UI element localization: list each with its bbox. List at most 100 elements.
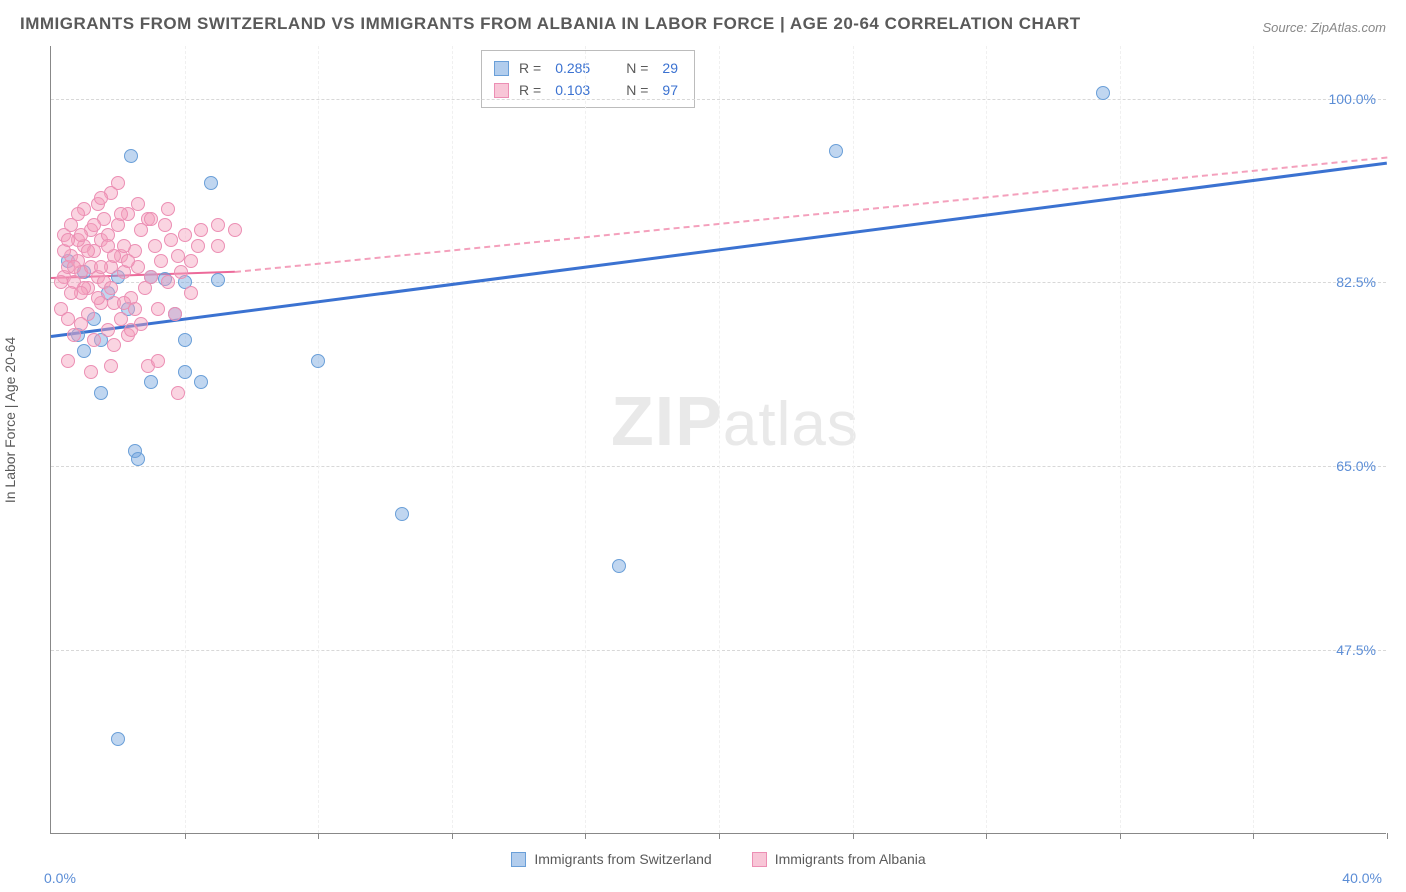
- scatter-point: [311, 354, 325, 368]
- scatter-point: [121, 254, 135, 268]
- scatter-point: [144, 212, 158, 226]
- legend-item-albania: Immigrants from Albania: [752, 851, 926, 867]
- scatter-point: [151, 302, 165, 316]
- scatter-point: [104, 281, 118, 295]
- scatter-point: [117, 296, 131, 310]
- scatter-point: [94, 386, 108, 400]
- swatch-blue-icon: [494, 61, 509, 76]
- x-tick: [853, 833, 854, 839]
- gridline-v: [853, 46, 854, 833]
- gridline-v: [719, 46, 720, 833]
- watermark-atlas: atlas: [723, 390, 859, 459]
- swatch-pink-icon: [494, 83, 509, 98]
- scatter-point: [87, 333, 101, 347]
- gridline-v: [452, 46, 453, 833]
- legend-label: Immigrants from Switzerland: [534, 851, 711, 867]
- y-tick-label: 100.0%: [1329, 91, 1376, 107]
- scatter-point: [74, 228, 88, 242]
- scatter-point: [61, 233, 75, 247]
- y-tick-label: 47.5%: [1336, 642, 1376, 658]
- scatter-point: [154, 254, 168, 268]
- scatter-point: [158, 218, 172, 232]
- gridline-v: [585, 46, 586, 833]
- scatter-point: [84, 365, 98, 379]
- trend-line: [235, 156, 1387, 273]
- n-value: 29: [662, 57, 678, 79]
- scatter-point: [81, 307, 95, 321]
- scatter-point: [829, 144, 843, 158]
- x-tick: [452, 833, 453, 839]
- scatter-point: [124, 149, 138, 163]
- scatter-point: [101, 239, 115, 253]
- x-tick: [719, 833, 720, 839]
- r-label: R =: [519, 57, 541, 79]
- scatter-point: [171, 249, 185, 263]
- scatter-point: [178, 333, 192, 347]
- scatter-point: [194, 375, 208, 389]
- scatter-point: [91, 291, 105, 305]
- plot-area: ZIPatlas R = 0.285 N = 29 R = 0.103 N = …: [50, 46, 1386, 834]
- scatter-point: [64, 286, 78, 300]
- gridline-v: [185, 46, 186, 833]
- scatter-point: [111, 732, 125, 746]
- gridline-v: [318, 46, 319, 833]
- scatter-point: [67, 260, 81, 274]
- x-tick: [1253, 833, 1254, 839]
- watermark-zip: ZIP: [611, 382, 723, 460]
- scatter-point: [171, 386, 185, 400]
- scatter-point: [164, 233, 178, 247]
- scatter-point: [104, 359, 118, 373]
- scatter-point: [228, 223, 242, 237]
- scatter-point: [71, 207, 85, 221]
- x-min-label: 0.0%: [44, 870, 76, 886]
- scatter-point: [184, 254, 198, 268]
- scatter-point: [54, 275, 68, 289]
- scatter-point: [1096, 86, 1110, 100]
- scatter-point: [211, 239, 225, 253]
- scatter-point: [612, 559, 626, 573]
- scatter-point: [101, 323, 115, 337]
- legend-label: Immigrants from Albania: [775, 851, 926, 867]
- scatter-point: [61, 354, 75, 368]
- swatch-blue-icon: [511, 852, 526, 867]
- scatter-point: [131, 452, 145, 466]
- scatter-point: [184, 286, 198, 300]
- scatter-point: [111, 176, 125, 190]
- y-tick-label: 65.0%: [1336, 458, 1376, 474]
- swatch-pink-icon: [752, 852, 767, 867]
- scatter-point: [124, 323, 138, 337]
- scatter-point: [148, 239, 162, 253]
- gridline-v: [1120, 46, 1121, 833]
- scatter-point: [144, 270, 158, 284]
- scatter-point: [131, 197, 145, 211]
- scatter-point: [161, 275, 175, 289]
- gridline-v: [1253, 46, 1254, 833]
- scatter-point: [107, 338, 121, 352]
- scatter-point: [87, 218, 101, 232]
- scatter-point: [144, 375, 158, 389]
- x-tick: [986, 833, 987, 839]
- scatter-point: [61, 312, 75, 326]
- scatter-point: [191, 239, 205, 253]
- y-tick-label: 82.5%: [1336, 274, 1376, 290]
- x-tick: [1120, 833, 1121, 839]
- x-tick: [318, 833, 319, 839]
- scatter-point: [94, 260, 108, 274]
- legend-item-switzerland: Immigrants from Switzerland: [511, 851, 711, 867]
- watermark: ZIPatlas: [611, 381, 859, 461]
- scatter-point: [81, 244, 95, 258]
- scatter-point: [178, 228, 192, 242]
- scatter-point: [211, 218, 225, 232]
- scatter-point: [204, 176, 218, 190]
- source-label: Source: ZipAtlas.com: [1262, 20, 1386, 35]
- scatter-point: [94, 191, 108, 205]
- x-tick: [1387, 833, 1388, 839]
- scatter-point: [161, 202, 175, 216]
- legend-row-switzerland: R = 0.285 N = 29: [494, 57, 682, 79]
- chart-container: IMMIGRANTS FROM SWITZERLAND VS IMMIGRANT…: [0, 0, 1406, 892]
- scatter-point: [395, 507, 409, 521]
- scatter-point: [168, 307, 182, 321]
- n-label: N =: [626, 57, 648, 79]
- scatter-point: [151, 354, 165, 368]
- scatter-point: [211, 273, 225, 287]
